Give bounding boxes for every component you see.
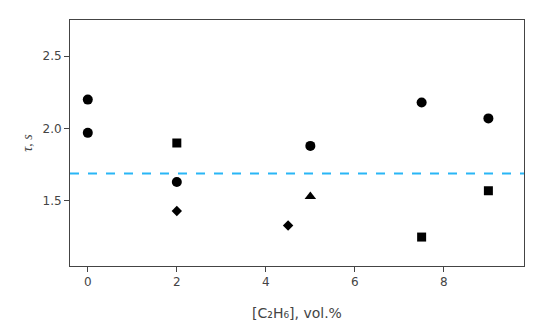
svg-text:4: 4: [262, 275, 270, 289]
svg-text:2.5: 2.5: [43, 49, 62, 63]
svg-text:[C₂H₆], vol.%: [C₂H₆], vol.%: [252, 305, 342, 321]
svg-text:1.5: 1.5: [43, 194, 62, 208]
svg-text:2.0: 2.0: [43, 122, 62, 136]
svg-text:6: 6: [351, 275, 359, 289]
svg-text:2: 2: [173, 275, 181, 289]
svg-text:8: 8: [440, 275, 448, 289]
svg-text:0: 0: [84, 275, 92, 289]
svg-text:τ, s: τ, s: [20, 134, 35, 152]
